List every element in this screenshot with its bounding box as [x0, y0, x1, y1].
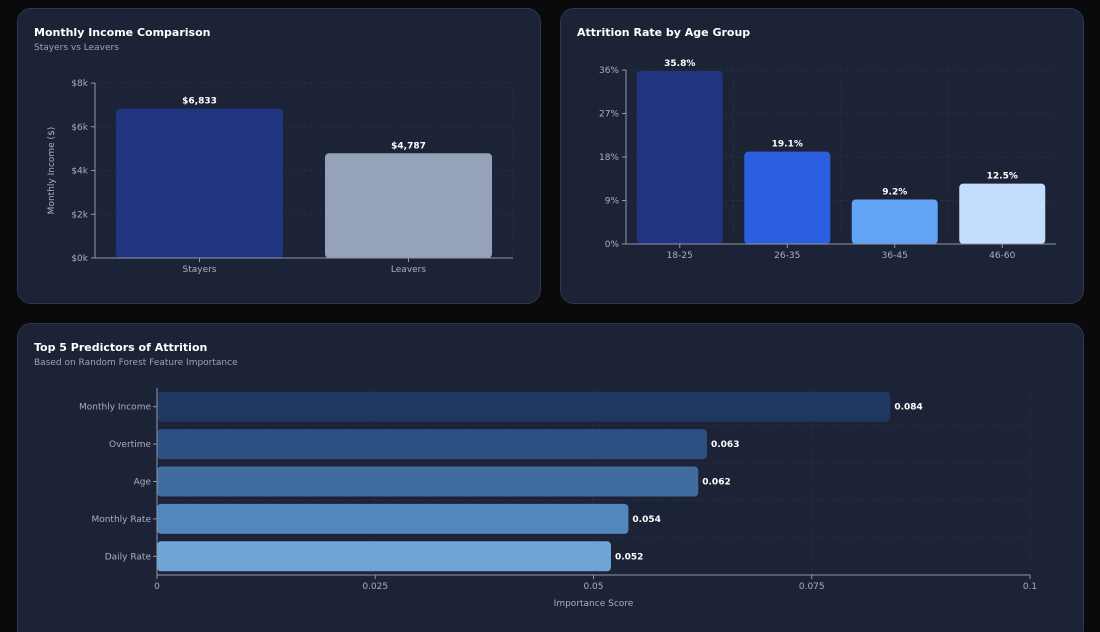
age-y-tick-label: 0% [605, 240, 620, 250]
income-x-tick-label: Leavers [391, 265, 426, 275]
age-value-label: 19.1% [772, 140, 803, 150]
income-y-tick-label: $0k [71, 254, 88, 264]
income-y-tick-label: $6k [71, 123, 88, 133]
predictors-chart-subtitle: Based on Random Forest Feature Importanc… [34, 358, 238, 368]
age-bar [959, 183, 1046, 244]
income-x-tick-label: Stayers [182, 265, 216, 275]
pred-bar [157, 466, 699, 497]
age-bar [851, 199, 938, 244]
income-bar [325, 153, 492, 258]
age-x-tick-label: 46-60 [989, 251, 1015, 261]
income-y-axis-title: Monthly Income ($) [47, 127, 57, 215]
age-x-tick-label: 36-45 [882, 251, 908, 261]
income-comparison-card: Monthly Income Comparison Stayers vs Lea… [17, 8, 541, 304]
age-bar [744, 151, 831, 244]
income-value-label: $6,833 [182, 97, 217, 107]
age-bar-chart: 0% 9% 18% 27% 36% 35.8% 18-25 19.1% 26-35 9.2% 36-… [599, 59, 1057, 261]
pred-value-label: 0.054 [632, 515, 660, 525]
pred-y-tick-label: Age [134, 478, 152, 488]
age-value-label: 12.5% [987, 172, 1018, 182]
pred-y-tick-label: Overtime [109, 440, 151, 450]
pred-x-tick-label: 0.075 [799, 582, 825, 592]
pred-bar [157, 541, 611, 572]
age-y-tick-label: 27% [599, 110, 619, 120]
pred-value-label: 0.084 [894, 403, 922, 413]
income-y-tick-label: $2k [71, 210, 88, 220]
pred-bar [157, 429, 707, 460]
income-y-tick-label: $4k [71, 167, 88, 177]
pred-value-label: 0.062 [702, 478, 730, 488]
age-x-tick-label: 18-25 [667, 251, 693, 261]
income-chart-subtitle: Stayers vs Leavers [34, 43, 119, 53]
income-bar-chart: $0k $2k $4k $6k $8k $6,833 Stayers $4,787 Leaver… [47, 79, 514, 275]
age-bar [636, 70, 723, 244]
attrition-by-age-card: Attrition Rate by Age Group 0% 9% 18% 27% 36… [560, 8, 1084, 304]
pred-x-tick-label: 0 [154, 582, 160, 592]
age-y-tick-label: 36% [599, 66, 619, 76]
pred-y-tick-label: Daily Rate [105, 552, 152, 562]
age-y-tick-label: 18% [599, 153, 619, 163]
pred-x-axis-title: Importance Score [554, 599, 634, 609]
pred-bar [157, 503, 629, 534]
pred-y-tick-label: Monthly Income [79, 403, 151, 413]
income-value-label: $4,787 [391, 141, 426, 151]
income-y-tick-label: $8k [71, 79, 88, 89]
age-x-tick-label: 26-35 [774, 251, 800, 261]
age-chart-title: Attrition Rate by Age Group [577, 26, 751, 39]
income-chart-title: Monthly Income Comparison [34, 26, 211, 39]
pred-x-tick-label: 0.05 [583, 582, 603, 592]
pred-y-tick-label: Monthly Rate [91, 515, 151, 525]
income-bar [116, 108, 283, 258]
top-predictors-card: Top 5 Predictors of Attrition Based on R… [17, 323, 1084, 632]
pred-x-tick-label: 0.025 [362, 582, 388, 592]
pred-bar [157, 391, 891, 422]
age-value-label: 9.2% [882, 188, 907, 198]
pred-x-tick-label: 0.1 [1023, 582, 1037, 592]
predictors-chart-title: Top 5 Predictors of Attrition [34, 341, 208, 354]
pred-value-label: 0.063 [711, 440, 739, 450]
age-value-label: 35.8% [664, 59, 695, 69]
pred-value-label: 0.052 [615, 552, 643, 562]
age-y-tick-label: 9% [605, 197, 620, 207]
predictors-bar-chart: 0 0.025 0.05 0.075 0.1 0.084 Monthly Income 0.0… [79, 388, 1037, 609]
